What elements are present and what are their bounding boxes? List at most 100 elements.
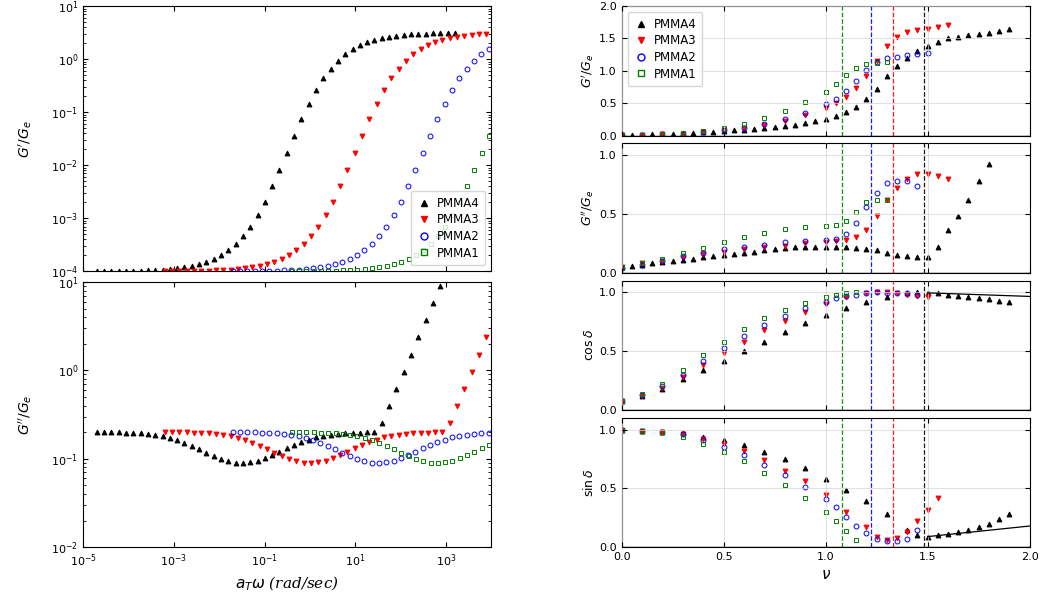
PMMA3: [174, 268, 186, 275]
PMMA1: [315, 268, 328, 275]
PMMA3: [225, 266, 237, 274]
Line: PMMA1: PMMA1: [289, 133, 492, 274]
PMMA4: [339, 50, 352, 58]
PMMA3: [378, 86, 390, 94]
PMMA2: [270, 267, 283, 274]
PMMA3: [203, 267, 215, 274]
PMMA3: [399, 57, 412, 64]
PMMA4: [244, 223, 257, 230]
PMMA3: [290, 247, 303, 254]
PMMA4: [317, 75, 330, 82]
PMMA4: [98, 268, 110, 275]
PMMA3: [473, 30, 486, 38]
PMMA4: [324, 65, 337, 72]
PMMA2: [439, 100, 451, 108]
PMMA4: [105, 268, 118, 275]
PMMA1: [352, 266, 364, 274]
Y-axis label: $\sin\delta$: $\sin\delta$: [582, 468, 596, 497]
PMMA2: [241, 268, 254, 275]
PMMA1: [337, 267, 349, 274]
PMMA3: [466, 31, 478, 38]
PMMA1: [483, 132, 495, 139]
PMMA1: [322, 267, 335, 274]
PMMA3: [196, 267, 208, 274]
PMMA4: [185, 263, 198, 270]
PMMA2: [417, 149, 430, 156]
PMMA2: [227, 268, 239, 275]
PMMA2: [307, 264, 319, 272]
PMMA2: [343, 255, 356, 263]
PMMA3: [443, 35, 456, 42]
PMMA4: [223, 247, 235, 254]
PMMA4: [412, 30, 424, 38]
PMMA4: [120, 268, 132, 275]
PMMA3: [210, 267, 223, 274]
PMMA4: [171, 264, 183, 272]
PMMA3: [370, 100, 383, 108]
PMMA3: [363, 116, 375, 123]
PMMA4: [441, 29, 453, 36]
PMMA3: [188, 268, 201, 275]
PMMA4: [405, 30, 417, 38]
PMMA4: [310, 86, 322, 94]
PMMA3: [421, 41, 434, 49]
PMMA2: [424, 132, 437, 139]
PMMA2: [314, 264, 327, 271]
PMMA1: [381, 263, 393, 270]
PMMA3: [276, 255, 288, 263]
PMMA3: [165, 268, 178, 275]
PMMA4: [112, 268, 125, 275]
PMMA4: [207, 255, 219, 263]
PMMA2: [350, 252, 363, 259]
PMMA3: [356, 132, 368, 139]
PMMA4: [368, 36, 381, 44]
PMMA3: [428, 38, 441, 46]
PMMA2: [446, 86, 459, 94]
PMMA4: [303, 100, 315, 108]
PMMA2: [336, 258, 348, 266]
PMMA1: [344, 266, 357, 274]
PMMA3: [327, 198, 339, 206]
PMMA1: [388, 261, 400, 268]
PMMA4: [281, 149, 293, 156]
PMMA1: [468, 167, 480, 174]
PMMA3: [407, 50, 419, 58]
PMMA3: [217, 266, 230, 274]
PMMA4: [274, 167, 286, 174]
PMMA2: [278, 267, 290, 274]
Y-axis label: $G''/G_e$: $G''/G_e$: [17, 395, 34, 435]
PMMA4: [346, 46, 359, 53]
PMMA4: [156, 266, 168, 274]
Line: PMMA2: PMMA2: [230, 47, 491, 274]
PMMA3: [297, 240, 310, 247]
PMMA3: [385, 75, 397, 82]
PMMA3: [283, 252, 295, 259]
PMMA3: [480, 30, 493, 38]
PMMA4: [178, 264, 190, 271]
PMMA3: [239, 264, 252, 272]
PMMA2: [461, 65, 473, 72]
PMMA3: [334, 183, 346, 190]
PMMA1: [424, 240, 437, 247]
PMMA4: [434, 30, 446, 37]
PMMA1: [432, 232, 444, 240]
PMMA1: [475, 149, 488, 156]
PMMA1: [285, 268, 297, 275]
PMMA2: [321, 263, 334, 270]
PMMA2: [365, 240, 378, 247]
Line: PMMA4: PMMA4: [95, 30, 458, 274]
PMMA4: [397, 31, 410, 38]
PMMA3: [392, 65, 405, 72]
PMMA2: [475, 50, 488, 58]
X-axis label: $a_T\omega$ (rad/sec): $a_T\omega$ (rad/sec): [235, 574, 339, 593]
PMMA3: [268, 258, 281, 266]
PMMA3: [158, 268, 171, 275]
PMMA4: [426, 30, 439, 37]
PMMA4: [149, 266, 161, 274]
Legend: PMMA4, PMMA3, PMMA2, PMMA1: PMMA4, PMMA3, PMMA2, PMMA1: [627, 12, 702, 86]
PMMA1: [453, 198, 466, 206]
PMMA2: [409, 167, 421, 174]
PMMA2: [300, 266, 312, 273]
PMMA3: [312, 223, 324, 230]
PMMA2: [401, 183, 414, 190]
